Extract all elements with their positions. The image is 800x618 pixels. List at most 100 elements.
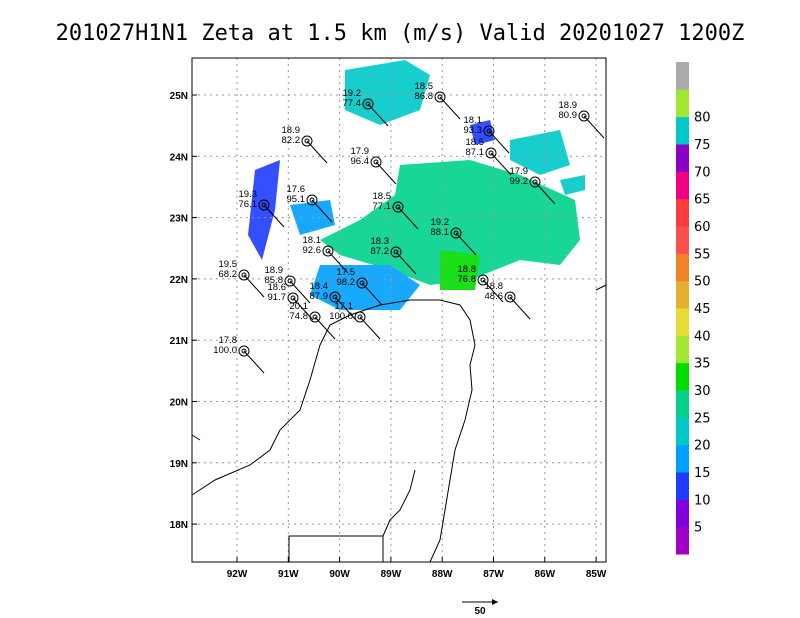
station-label: 17.6 <box>287 184 306 195</box>
station-value: 87.1 <box>466 147 485 158</box>
station-label: 17.9 <box>351 146 370 157</box>
colorbar-swatch <box>676 198 689 227</box>
station-dot <box>393 249 399 255</box>
station-label: 19.2 <box>343 88 362 99</box>
colorbar-swatch <box>676 144 689 172</box>
wind-barb <box>583 115 605 139</box>
station: 20.174.8 <box>290 301 336 340</box>
station-ring <box>483 125 495 137</box>
station-dot <box>287 278 293 284</box>
station-value: 91.7 <box>268 292 287 303</box>
station-label: 18.8 <box>485 281 504 292</box>
station-value: 77.1 <box>373 201 392 212</box>
station-value: 99.2 <box>510 176 529 187</box>
lat-label: 18N <box>170 520 188 531</box>
station-ring <box>238 269 250 281</box>
station: 18.980.9 <box>559 100 605 139</box>
station-value: 93.3 <box>464 125 483 136</box>
colorbar-swatch <box>676 116 689 145</box>
station: 18.985.8 <box>265 265 311 304</box>
wind-barb <box>243 274 265 298</box>
colorbar-swatch <box>676 417 689 446</box>
lon-label: 90W <box>329 569 350 580</box>
colorbar-label: 20 <box>694 439 711 454</box>
station-label: 18.5 <box>466 137 485 148</box>
station-label: 18.1 <box>464 115 483 126</box>
station-label: 18.9 <box>559 100 578 111</box>
colorbar-swatch <box>676 308 689 336</box>
colorbar-swatch <box>676 280 689 309</box>
station: 18.192.6 <box>303 235 349 274</box>
colorbar-label: 65 <box>694 193 711 208</box>
colorbar-swatch <box>676 390 689 418</box>
station-value: 68.2 <box>219 269 238 280</box>
lon-label: 85W <box>586 569 607 580</box>
colorbar-label: 30 <box>694 384 711 399</box>
colorbar: 5 10 15 20 25 30 35 40 45 50 55 60 65 70 75 80 <box>676 62 711 555</box>
station-value: 88.1 <box>431 227 450 238</box>
station: 18.587.1 <box>466 137 512 176</box>
wind-barb <box>327 250 349 274</box>
wind-field <box>248 60 585 310</box>
lon-label: 92W <box>227 569 248 580</box>
station: 19.376.1 <box>239 189 285 228</box>
wind-barb <box>243 350 265 374</box>
station-dot <box>532 179 538 185</box>
station-label: 18.9 <box>282 125 301 136</box>
station-dot <box>304 138 310 144</box>
station-dot <box>241 348 247 354</box>
station-dot <box>359 280 365 286</box>
station-value: 85.8 <box>265 275 284 286</box>
colorbar-label: 10 <box>694 493 711 508</box>
wind-barb <box>395 251 417 275</box>
lat-label: 21N <box>170 336 188 347</box>
station-value: 96.4 <box>351 156 370 167</box>
station-ring <box>356 277 368 289</box>
station-dot <box>290 295 296 301</box>
station-dot <box>453 230 459 236</box>
station: 19.277.4 <box>343 88 389 127</box>
station-label: 18.5 <box>415 81 434 92</box>
colorbar-label: 5 <box>694 521 702 536</box>
lon-label: 91W <box>278 569 299 580</box>
colorbar-label: 45 <box>694 302 711 317</box>
station-label: 18.3 <box>371 236 390 247</box>
station-dot <box>507 294 513 300</box>
colorbar-swatch <box>676 499 689 528</box>
wind-barb <box>509 296 531 320</box>
colorbar-label: 60 <box>694 220 711 235</box>
station-ring <box>322 245 334 257</box>
station-label: 18.4 <box>310 281 329 292</box>
colorbar-label: 40 <box>694 329 711 344</box>
wind-barb <box>359 316 381 340</box>
station-ring <box>578 110 590 122</box>
station-label: 17.8 <box>219 335 238 346</box>
station-value: 82.2 <box>282 135 301 146</box>
wind-barb <box>482 279 504 303</box>
station-dot <box>312 314 318 320</box>
station: 17.996.4 <box>351 146 397 185</box>
station-value: 87.9 <box>310 291 329 302</box>
station-ring <box>301 135 313 147</box>
graticule: 25N 24N 23N 22N 21N 20N 19N 18N 92W 91W 90W 89W 88W 8… <box>170 58 607 580</box>
station-value: 95.1 <box>287 194 306 205</box>
stations: 18.586.819.277.4 18.980.918.193.318.982.2… <box>213 81 605 374</box>
wind-barb <box>334 296 356 320</box>
station-ring <box>306 194 318 206</box>
colorbar-label: 55 <box>694 247 711 262</box>
station-label: 17.9 <box>510 166 529 177</box>
station-ring <box>450 227 462 239</box>
station-value: 98.2 <box>337 277 356 288</box>
station-ring <box>284 275 296 287</box>
station: 17.598.2 <box>337 267 383 306</box>
lat-label: 24N <box>170 152 188 163</box>
colorbar-swatch <box>676 444 689 473</box>
lon-label: 86W <box>535 569 556 580</box>
wind-barb <box>361 282 383 306</box>
station-label: 19.5 <box>219 259 238 270</box>
station-dot <box>309 197 315 203</box>
wind-barb <box>397 206 419 230</box>
station-dot <box>581 113 587 119</box>
